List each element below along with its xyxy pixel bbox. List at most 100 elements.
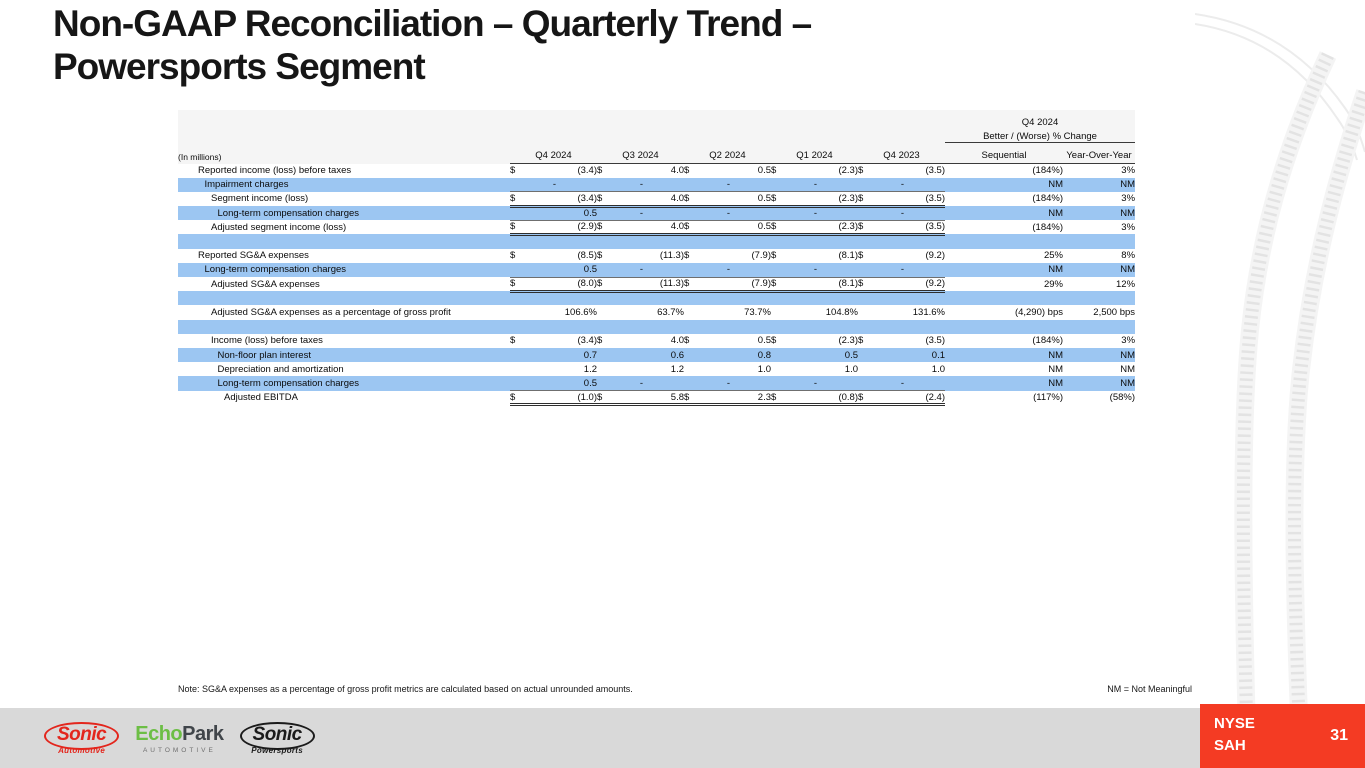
cell-value: (3.4)	[526, 191, 597, 208]
table-row: Adjusted SG&A expenses $ (8.0) $ (11.3) $ (7.9…	[178, 277, 1135, 293]
cell-sequential: 29%	[1043, 278, 1063, 290]
row-label: Impairment charges	[204, 179, 289, 191]
cell-dollar: $	[597, 220, 613, 236]
table-row	[178, 291, 1136, 306]
cell-value: 0.5	[757, 335, 771, 347]
ticker-exchange: NYSE	[1214, 715, 1255, 732]
cell-value: 1.2	[583, 363, 597, 375]
cell-value: 1.0	[757, 363, 771, 375]
cell-dollar	[684, 206, 700, 221]
cell-dollar: $	[510, 250, 516, 262]
row-label	[178, 234, 510, 248]
cell-value: -	[613, 177, 684, 193]
cell-dollar	[858, 305, 874, 319]
row-label: Segment income (loss)	[211, 193, 309, 205]
cell-value: (9.2)	[925, 250, 945, 262]
cell-sequential: NM	[1048, 264, 1063, 276]
cell-dollar: $	[684, 277, 700, 293]
cell-value: -	[787, 376, 858, 392]
cell-dollar	[684, 262, 700, 278]
cell-value: 2.3	[700, 390, 771, 407]
cell-value: 0.1	[931, 349, 945, 361]
cell-value: 0.7	[583, 349, 597, 361]
cell-value: -	[613, 206, 684, 221]
table-row: Long-term compensation charges 0.5 - - - - NM N…	[178, 206, 1136, 221]
cell-dollar: $	[684, 220, 700, 236]
cell-sequential: (4,290) bps	[1014, 306, 1063, 318]
cell-dollar: $	[597, 390, 613, 407]
cell-value: (3.5)	[925, 165, 945, 177]
cell-value: (0.8)	[787, 390, 858, 407]
cell-value: -	[700, 376, 771, 392]
table-row: Depreciation and amortization 1.2 1.2 1.0 1.…	[178, 362, 1136, 376]
quarter-header: Q4 2024	[510, 142, 597, 164]
cell-dollar	[510, 376, 526, 392]
cell-dollar: $	[684, 250, 690, 262]
cell-dollar	[771, 305, 787, 319]
quarter-header: Q1 2024	[771, 142, 858, 164]
ticker-symbol: SAH	[1214, 737, 1246, 754]
cell-sequential: (184%)	[1032, 193, 1063, 205]
cell-dollar	[771, 262, 787, 278]
cell-year-over-year: NM	[1120, 207, 1136, 219]
column-group-subtitle: Better / (Worse) % Change	[945, 128, 1136, 143]
column-group-title: Q4 2024	[945, 110, 1136, 128]
cell-dollar: $	[597, 250, 603, 262]
change-header: Year-Over-Year	[1063, 142, 1136, 164]
cell-dollar	[858, 262, 874, 278]
cell-dollar	[684, 376, 700, 392]
slide-title-line2: Powersports Segment	[53, 46, 426, 87]
cell-value: 1.2	[670, 363, 684, 375]
cell-dollar: $	[684, 335, 690, 347]
cell-dollar: $	[684, 165, 690, 177]
cell-dollar	[858, 376, 874, 392]
cell-value: 0.5	[700, 220, 771, 236]
cell-value: (2.3)	[787, 191, 858, 208]
cell-dollar	[510, 362, 526, 376]
cell-dollar: $	[684, 191, 700, 208]
nm-legend: NM = Not Meaningful	[1107, 684, 1192, 694]
cell-value: 63.7%	[657, 306, 684, 318]
cell-dollar: $	[858, 250, 864, 262]
cell-value: 0.5	[700, 191, 771, 208]
cell-value: -	[787, 177, 858, 193]
cell-value: -	[874, 262, 945, 278]
cell-value: 0.5	[526, 206, 597, 221]
sonic-automotive-wordmark: Sonic	[44, 721, 120, 750]
cell-year-over-year: NM	[1120, 349, 1136, 361]
cell-value: -	[526, 177, 597, 193]
row-label: Income (loss) before taxes	[211, 335, 323, 347]
table-row: Adjusted EBITDA $ (1.0) $5.8 $2.3 $ (0.8) $ (2.4…	[178, 390, 1135, 407]
cell-value: 104.8%	[825, 306, 858, 318]
cell-value: (3.4)	[577, 335, 597, 347]
cell-dollar: $	[858, 191, 874, 208]
cell-dollar	[771, 206, 787, 221]
cell-sequential: (184%)	[1032, 165, 1063, 177]
sonic-powersports-wordmark: Sonic	[239, 721, 315, 750]
cell-dollar: $	[510, 335, 516, 347]
cell-dollar	[597, 206, 613, 221]
cell-sequential: (117%)	[1033, 392, 1063, 404]
cell-value: 0.5	[757, 165, 771, 177]
reconciliation-table: Q4 2024 Better / (Worse) % Change (In mill…	[178, 110, 1136, 407]
cell-dollar: $	[858, 277, 874, 293]
cell-year-over-year: 3%	[1121, 335, 1136, 347]
cell-value: 4.0	[613, 220, 684, 236]
cell-value: (3.5)	[874, 191, 945, 208]
cell-sequential: (184%)	[1032, 221, 1063, 233]
cell-value: 4.0	[670, 335, 684, 347]
table-row: Income (loss) before taxes $ (3.4) $4.0 $0.5…	[178, 334, 1135, 348]
cell-dollar: $	[510, 191, 526, 208]
row-label: Adjusted SG&A expenses	[211, 278, 320, 290]
cell-year-over-year: NM	[1120, 363, 1136, 375]
cell-value: 73.7%	[744, 306, 771, 318]
cell-sequential: NM	[1048, 179, 1063, 191]
cell-value: (9.2)	[874, 277, 945, 293]
cell-value: 106.6%	[564, 306, 597, 318]
footer-bar	[0, 708, 1365, 768]
cell-value: (11.3)	[659, 250, 684, 262]
cell-dollar	[858, 206, 874, 221]
cell-dollar: $	[858, 335, 864, 347]
row-label	[178, 320, 510, 334]
